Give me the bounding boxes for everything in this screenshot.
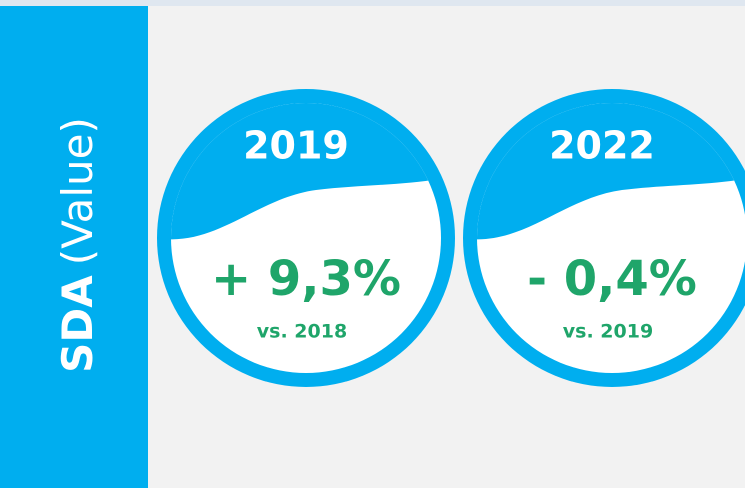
kpi-circle: 2022 - 0,4% vs. 2019 <box>463 89 745 387</box>
year: 2019 <box>243 124 349 168</box>
wave <box>171 103 441 240</box>
comparison: vs. 2019 <box>563 321 653 343</box>
kpi-circle: 2019 + 9,3% vs. 2018 <box>157 89 455 387</box>
sidebar <box>0 6 148 488</box>
sidebar-label-bold: SDA <box>53 275 102 373</box>
sidebar-label-rest: (Value) <box>53 117 102 265</box>
top-band <box>0 0 745 6</box>
year: 2022 <box>549 124 655 168</box>
change-value: - 0,4% <box>527 251 697 307</box>
sidebar-label: SDA (Value) <box>53 117 102 373</box>
comparison: vs. 2018 <box>257 321 347 343</box>
change-value: + 9,3% <box>211 251 401 307</box>
wave <box>477 103 745 240</box>
